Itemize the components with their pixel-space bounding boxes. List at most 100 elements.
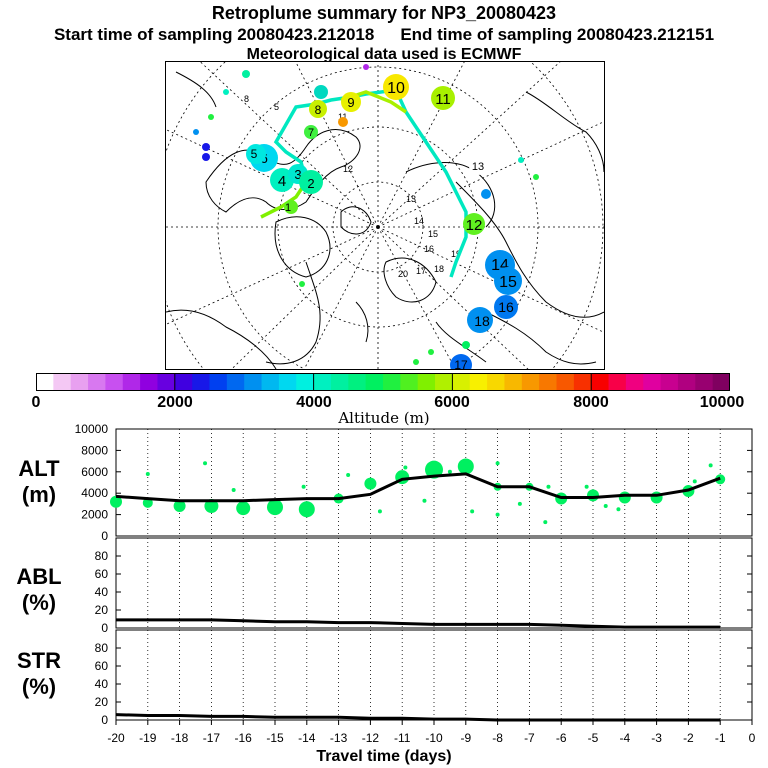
marker-label: 13 <box>472 161 484 173</box>
x-tick-label: -14 <box>298 731 316 745</box>
plume-circle <box>431 86 455 110</box>
colorbar-swatch <box>53 373 72 391</box>
alt-plume-dot <box>543 520 548 525</box>
alt-plume-dot <box>495 512 500 517</box>
marker-10: 10 <box>383 74 409 100</box>
start-time-label: Start time of sampling 20080423.212018 <box>53 25 375 44</box>
x-tick-label: -2 <box>683 731 694 745</box>
plume-dot <box>202 153 210 161</box>
plume-dot <box>338 117 348 127</box>
alt-plume-dot <box>470 509 475 514</box>
colorbar-swatch <box>608 373 627 391</box>
colorbar-swatch <box>695 373 714 391</box>
coastline <box>340 206 372 235</box>
x-tick-label: -18 <box>171 731 189 745</box>
plume-markers: 10 11 9 8 7 6 5 4 3 2 1 12 13 14 15 16 1… <box>193 64 539 369</box>
colorbar-swatch <box>521 373 540 391</box>
alt-plume-dot <box>616 507 621 512</box>
plume-circle <box>246 144 266 164</box>
plume-circle <box>494 267 522 295</box>
colorbar-swatch <box>278 373 297 391</box>
meridian <box>199 62 379 228</box>
alt-plume-marker <box>425 460 443 479</box>
plume-dot <box>462 341 470 349</box>
marker-label: 3 <box>294 167 301 182</box>
plume-dot <box>193 129 199 135</box>
alt-plume-dot <box>203 461 208 466</box>
plume-circle <box>467 307 493 333</box>
alt-plume-marker <box>364 477 377 490</box>
polar-map-svg: 5 8 11 12 13 14 15 16 17 20 18 19 10 11 … <box>166 62 604 369</box>
colorbar-swatch <box>625 373 644 391</box>
abl-ytick-label: 40 <box>95 585 109 599</box>
map-label: 19 <box>451 249 461 259</box>
coastline <box>435 321 487 363</box>
marker-label: 16 <box>498 299 514 315</box>
alt-plume-dot <box>301 484 306 489</box>
marker-18: 18 <box>467 307 493 333</box>
coastline <box>175 71 217 108</box>
met-data-label: Meteorological data used is ECMWF <box>246 46 522 63</box>
x-tick-label: -3 <box>651 731 662 745</box>
alt-plume-dot <box>708 463 713 468</box>
colorbar-swatch <box>157 373 176 391</box>
alt-plume-marker <box>618 491 631 504</box>
abl-ytick-label: 60 <box>95 567 109 581</box>
colorbar-swatch <box>209 373 228 391</box>
x-tick-label: -4 <box>619 731 630 745</box>
marker-label: 4 <box>278 173 286 190</box>
colorbar-swatch <box>400 373 419 391</box>
alt-ytick-label: 2000 <box>81 508 108 522</box>
plume-circle <box>309 100 327 118</box>
colorbar-swatch <box>174 373 193 391</box>
map-label: 18 <box>434 264 444 274</box>
meridian <box>377 62 561 228</box>
alt-plume-dot <box>422 498 427 503</box>
alt-plume-marker <box>204 499 219 514</box>
x-tick-label: -19 <box>139 731 157 745</box>
plume-circle <box>304 125 318 139</box>
polar-map: 5 8 11 12 13 14 15 16 17 20 18 19 10 11 … <box>165 61 605 370</box>
marker-label: 12 <box>466 217 483 234</box>
plume-dot <box>413 359 419 365</box>
sampling-times: Start time of sampling 20080423.212018 En… <box>0 25 768 45</box>
marker-label: 7 <box>308 127 314 139</box>
str-ytick-label: 0 <box>101 713 108 727</box>
timeseries-panels: 0 2000 4000 6000 8000 10000 0 20 40 60 80 0 20 40 60 80… <box>75 422 756 745</box>
coastline <box>383 257 437 303</box>
x-axis-label: Travel time (days) <box>316 748 452 765</box>
plume-dot <box>314 85 328 99</box>
plume-circle <box>450 354 472 369</box>
marker-17: 17 <box>450 354 472 369</box>
coastline <box>265 261 321 365</box>
marker-label: 9 <box>347 95 354 110</box>
alt-ytick-label: 8000 <box>81 443 108 457</box>
meridian <box>377 62 465 228</box>
marker-label: 1 <box>285 202 291 214</box>
meridian <box>231 226 379 369</box>
plume-dot <box>208 114 214 120</box>
map-label: 8 <box>244 94 249 104</box>
alt-plume-dot <box>403 465 408 470</box>
latitude-circle <box>166 62 604 369</box>
marker-7: 7 <box>304 125 318 139</box>
coastline <box>274 216 331 278</box>
plume-dot <box>533 174 539 180</box>
marker-label: 17 <box>454 358 468 369</box>
plume-dot <box>518 157 524 163</box>
marker-label: 2 <box>307 176 314 191</box>
colorbar-swatch <box>556 373 575 391</box>
altitude-colorbar <box>36 373 731 396</box>
alt-plume-marker <box>267 499 283 516</box>
colorbar-swatch <box>591 373 610 391</box>
x-tick-label: -12 <box>362 731 380 745</box>
map-label: 14 <box>414 216 424 226</box>
x-tick-label: 0 <box>749 731 756 745</box>
colorbar-swatch <box>88 373 106 391</box>
plume-circle <box>463 213 485 235</box>
abl-ytick-label: 80 <box>95 549 109 563</box>
colorbar-swatch <box>660 373 679 391</box>
map-label: 20 <box>398 269 408 279</box>
str-ytick-label: 20 <box>95 695 109 709</box>
abl-ytick-label: 0 <box>101 621 108 635</box>
